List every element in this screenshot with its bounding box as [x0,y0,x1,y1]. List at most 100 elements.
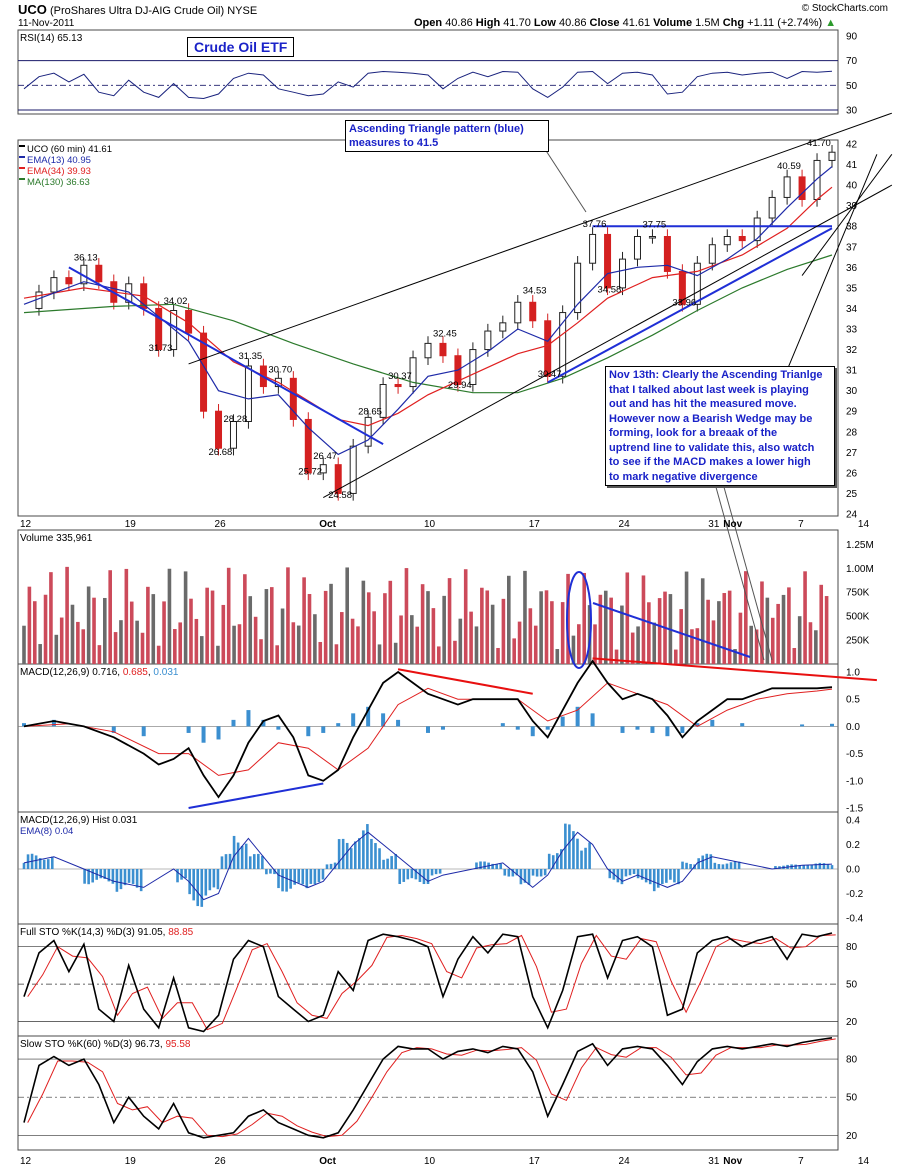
hist-bar [386,858,389,869]
hist-bar [624,869,628,877]
macd-histogram-bar [261,719,266,727]
volume-bar [275,645,279,664]
price-axis-tick-label: 36 [846,263,858,274]
hist-bar [297,869,301,883]
price-legend-item: MA(130) 36.63 [27,177,90,188]
volume-bar [146,586,150,664]
hist-bar [794,864,797,869]
hist-bar [483,861,486,869]
volume-bar [803,571,807,664]
volume-bar [377,644,382,664]
price-x-tick-label: 10 [424,519,436,530]
hist-bar [135,869,139,888]
bottom-x-tick-label: 31 [708,1156,720,1167]
hist-bar [673,869,676,883]
hist-bar [507,869,511,877]
price-legend-item: UCO (60 min) 41.61 [27,144,112,155]
hist-bar [333,862,337,869]
macd-histogram-bar [201,726,206,743]
wedge-annotation-line-8: to mark negative divergence [609,470,758,483]
hist-bar [705,853,709,869]
hist-bar [628,869,632,876]
macd-histogram-bar [650,726,655,733]
macd-histogram-bar [680,726,685,733]
volume-bar [388,580,393,664]
volume-spike-marker [566,571,592,669]
legend-swatch [19,156,25,158]
macd-histogram-bar [575,706,580,727]
macd-histogram-bar [231,719,236,727]
full-sto-d-line [27,934,836,1031]
hist-bar [721,864,725,869]
hist-bar [689,864,692,869]
price-axis-tick-label: 37 [846,242,858,253]
hist-bar [224,854,228,869]
price-axis-tick-label: 35 [846,283,858,294]
hist-bar [196,869,200,907]
volume-bar [474,626,479,664]
volume-bar [318,641,323,664]
bottom-x-tick-label: 12 [20,1156,32,1167]
macd-signal-value: 0.685 [123,667,148,678]
hist-bar [317,869,321,883]
volume-bar [555,649,560,664]
hist-bar [636,869,640,879]
rsi-axis-tick-label: 70 [846,56,858,67]
macd-histogram-bar [366,706,371,727]
macd-line [23,659,833,799]
volume-bar [253,616,258,664]
hist-bar [802,865,806,869]
volume-bar [738,612,743,664]
volume-bar [366,592,371,664]
high-label: High [475,17,501,29]
wedge-annotation-line-1: Nov 13th: Clearly the Ascending Trianlge [609,369,823,381]
hist-bar [83,869,86,884]
hist-bar [535,869,539,877]
price-candle [484,330,492,351]
price-candle [334,464,342,494]
chg-label: Chg [722,17,745,29]
macd-hist-axis-tick-label: 0.0 [846,865,860,876]
hist-bar [681,861,684,869]
hist-bar [665,869,668,883]
hist-bar [374,843,377,869]
volume-bar [167,568,172,664]
hist-bar [632,869,636,875]
price-candle [125,283,133,303]
macd-histogram-bar [695,723,700,727]
hist-bar [301,869,305,885]
volume-bar [334,644,339,664]
hist-bar [620,869,624,885]
hist-bar [293,869,296,885]
price-x-tick-label: 17 [529,519,541,530]
open-value: 40.86 [445,17,473,29]
hist-bar [176,869,179,883]
wedge-annotation-line-3: out and has hit the measured move. [609,398,797,410]
price-axis-tick-label: 38 [846,222,858,233]
volume-bar [86,586,91,664]
price-candle [95,264,103,283]
hist-bar [184,869,187,879]
hist-bar [584,847,587,869]
hist-bar [402,869,406,882]
price-candle [514,301,522,324]
hist-bar [531,869,535,876]
price-x-tick-label: 26 [215,519,227,530]
price-level-label: 37.75 [642,219,666,230]
volume-bar [415,626,420,664]
price-candle [678,270,686,305]
hist-ema-line [23,831,833,901]
macd-divergence-line [188,782,324,809]
price-trendline [801,153,893,276]
hist-bar [798,865,801,869]
slow-sto-panel [17,1035,839,1151]
ma130-line [23,254,833,394]
price-candle [319,464,327,474]
wedge-annotation: Nov 13th: Clearly the Ascending Trianlge… [605,366,835,486]
legend-swatch [19,167,25,169]
price-trendline [68,266,384,445]
macd-histogram-bar [336,723,341,727]
macd-histogram-bar [515,726,520,730]
volume-bar [189,598,193,664]
macd-hist-ema-label: EMA(8) 0.04 [20,826,73,837]
